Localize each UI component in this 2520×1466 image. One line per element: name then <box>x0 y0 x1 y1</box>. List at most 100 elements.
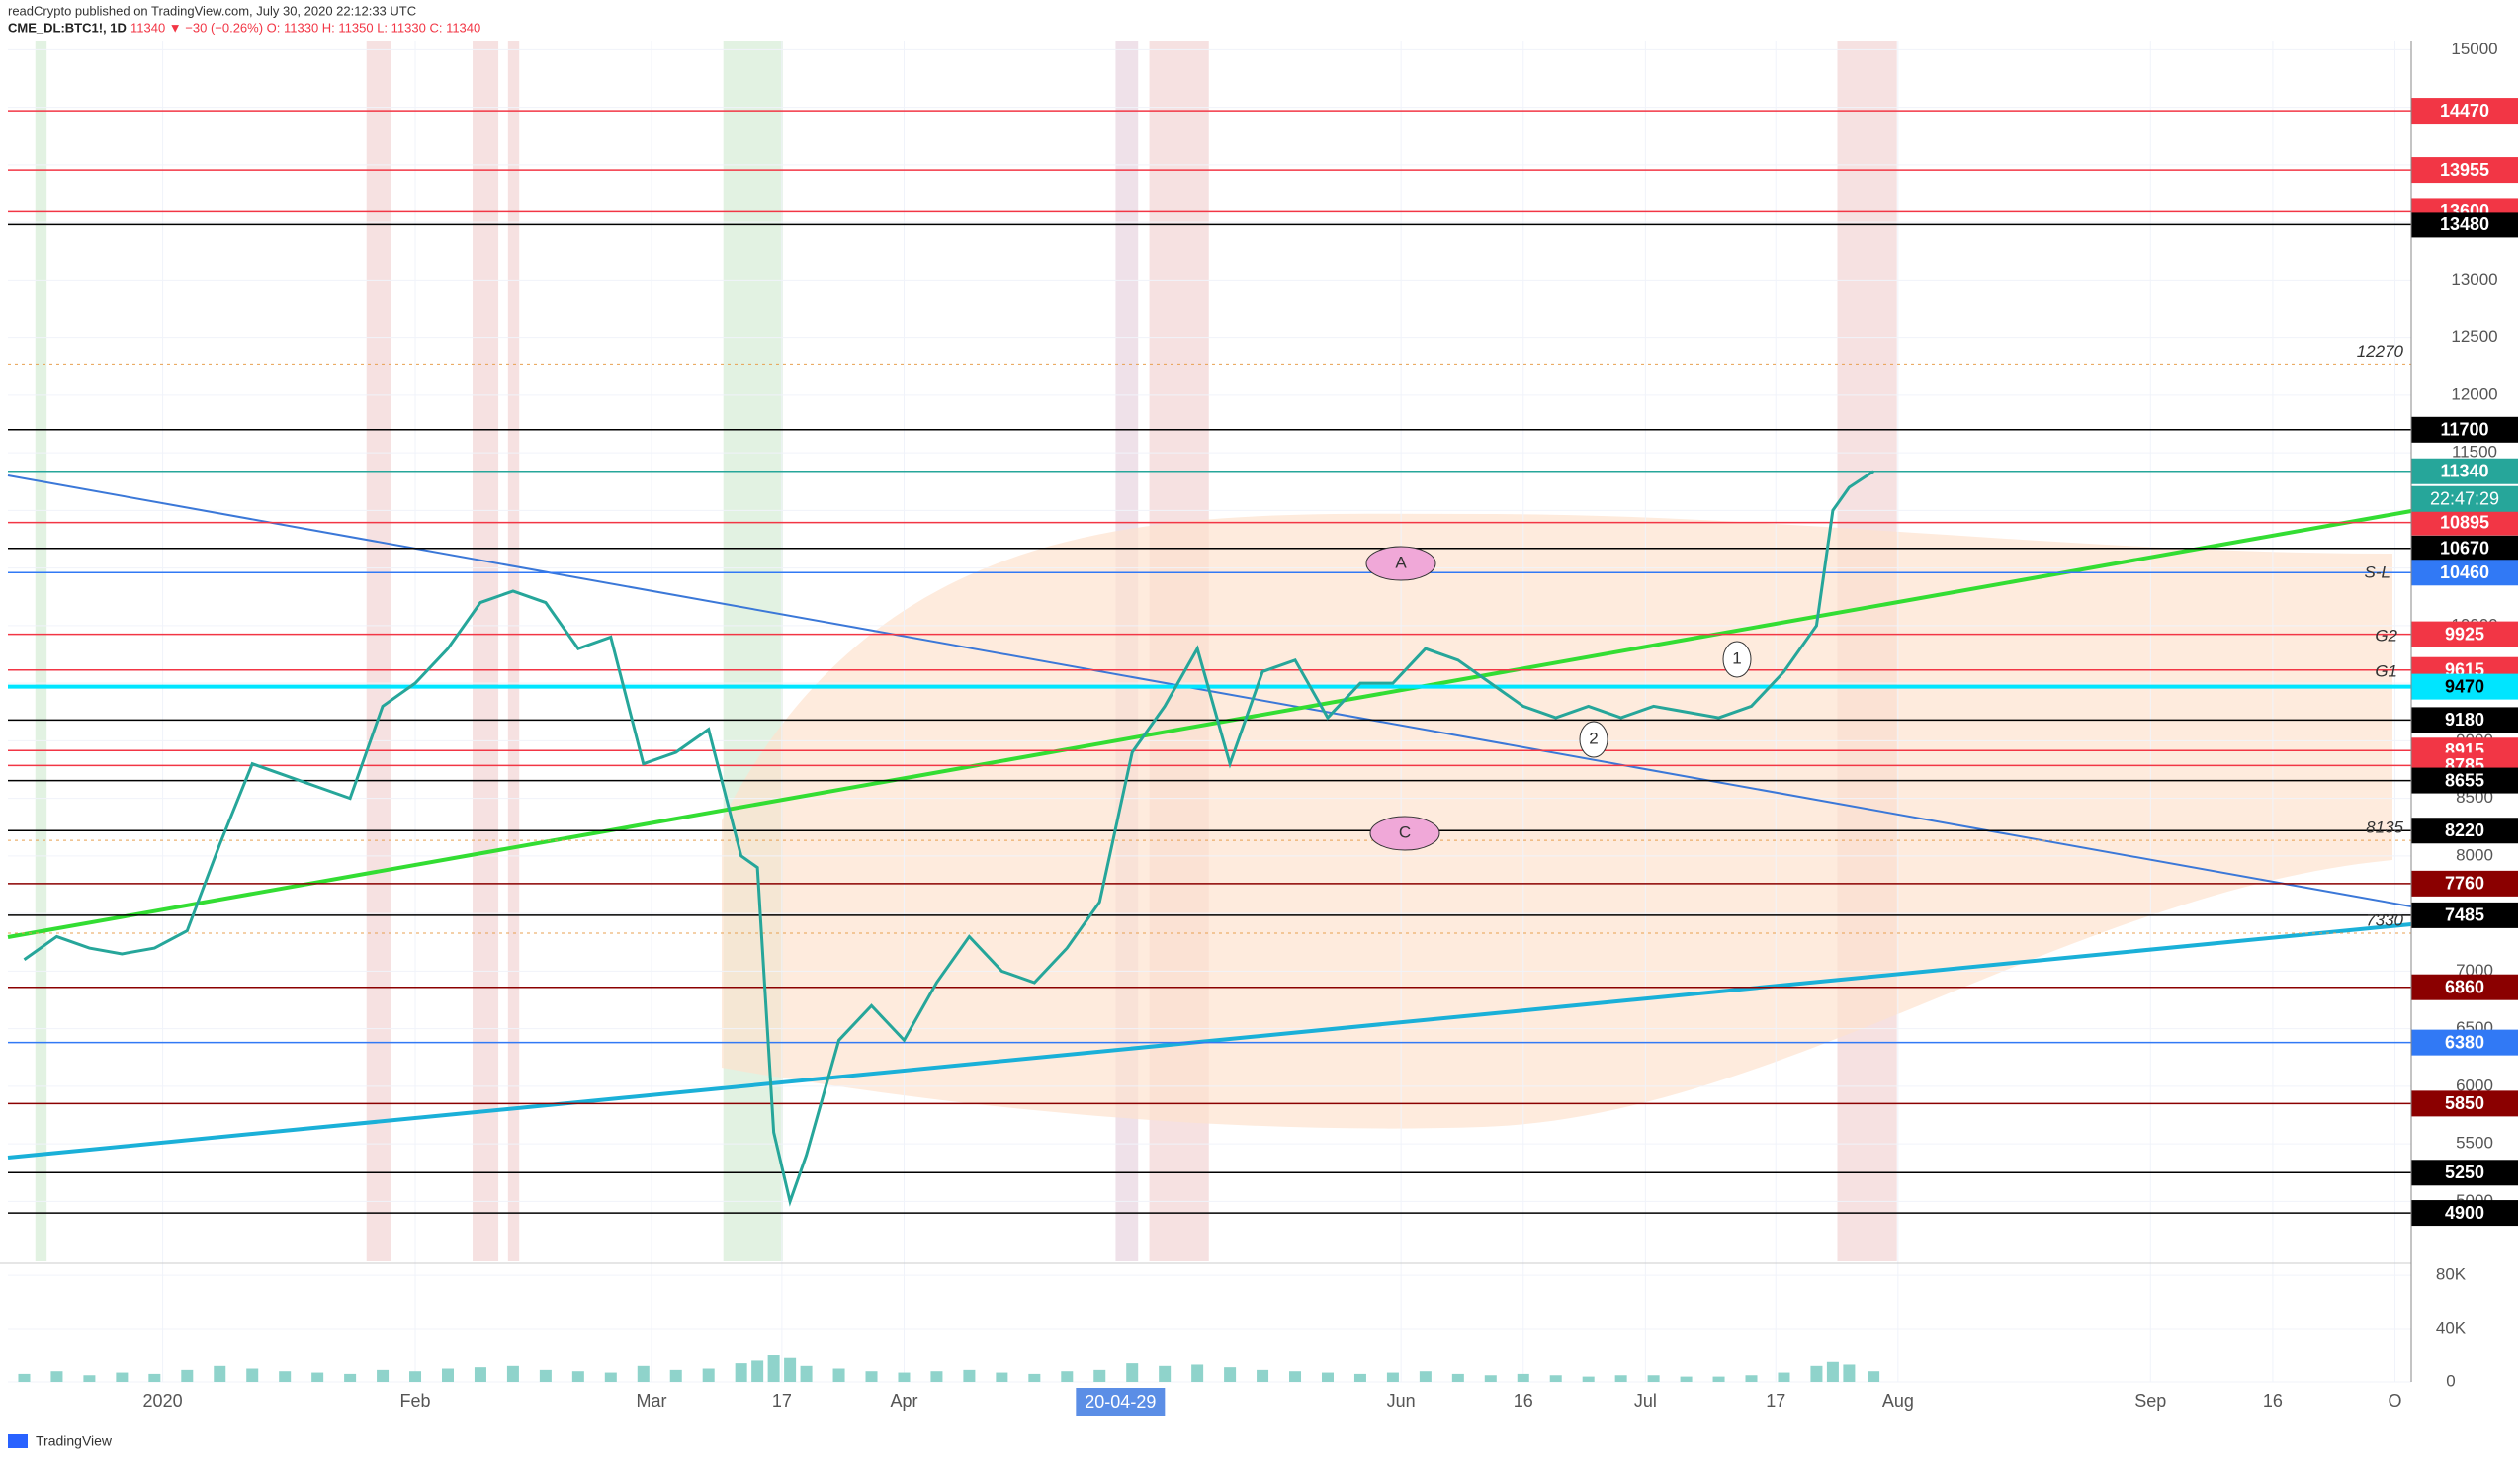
highlight-band <box>366 41 391 1261</box>
price-badge <box>2411 673 2518 700</box>
volume-bar <box>1191 1364 1204 1382</box>
price-badge-label: 10670 <box>2440 539 2489 559</box>
volume-bar <box>1826 1361 1839 1382</box>
price-badge <box>2411 535 2518 561</box>
volume-bar <box>930 1371 943 1382</box>
price-badge <box>2411 974 2518 1000</box>
volume-bar <box>1647 1375 1660 1382</box>
trend-line <box>7 922 2412 1160</box>
volume-bar <box>1745 1375 1758 1382</box>
highlight-band <box>723 41 783 1261</box>
annotation-shape <box>1369 816 1440 851</box>
volume-bar <box>735 1363 747 1382</box>
price-badge <box>2411 1200 2518 1227</box>
volume-bar <box>1289 1371 1302 1382</box>
highlight-band <box>507 41 520 1261</box>
volume-bar <box>1582 1376 1595 1382</box>
volume-bar <box>1810 1365 1823 1382</box>
logo <box>8 1434 28 1448</box>
volume-bar <box>246 1368 259 1382</box>
price-badge-label: 10895 <box>2440 512 2489 532</box>
price-badge <box>2411 1160 2518 1186</box>
footer: TradingView <box>36 1433 113 1449</box>
volume-bar <box>1159 1365 1172 1382</box>
volume-bar <box>751 1360 764 1382</box>
y-tick-label: 12000 <box>2451 385 2497 403</box>
price-badge <box>2411 98 2518 125</box>
price-badge <box>2411 621 2518 647</box>
volume-bar <box>1419 1371 1432 1382</box>
volume-bar <box>604 1372 617 1382</box>
volume-bar <box>148 1373 161 1382</box>
annotation: S-L <box>2365 562 2390 581</box>
volume-bar <box>1712 1376 1725 1382</box>
volume-bar <box>311 1372 324 1382</box>
symbol: CME_DL:BTC1!, 1D <box>8 20 127 35</box>
level-note: 12270 <box>2357 342 2404 361</box>
volume-bar <box>1680 1376 1693 1382</box>
highlight-band <box>35 41 47 1261</box>
volume-bar <box>963 1369 976 1382</box>
volume-bar <box>1386 1372 1399 1382</box>
price-badge-label: 6380 <box>2445 1032 2484 1052</box>
volume-bar <box>279 1371 292 1382</box>
price-badge-label: 14470 <box>2440 101 2489 121</box>
volume-bar <box>441 1368 454 1382</box>
volume-bar <box>1549 1375 1562 1382</box>
annotation-shape <box>1365 546 1436 581</box>
y-tick-label: 8000 <box>2456 845 2493 864</box>
level-note: 7330 <box>2366 910 2403 929</box>
volume-bar <box>409 1371 422 1382</box>
volume-bar <box>50 1371 63 1382</box>
y-tick-label: 6000 <box>2456 1076 2493 1094</box>
price-badge-label: 11700 <box>2440 420 2488 440</box>
x-tick-label: Mar <box>637 1391 667 1411</box>
price-badge <box>2411 458 2518 484</box>
price-badge <box>2411 560 2518 586</box>
volume-tick-label: 0 <box>2446 1371 2455 1390</box>
price-badge <box>2411 416 2518 443</box>
volume-bar <box>1353 1373 1366 1382</box>
price-badge-label: 9925 <box>2445 624 2484 644</box>
volume-bar <box>1028 1373 1041 1382</box>
annotation: 2 <box>1589 729 1598 747</box>
volume-bar <box>865 1371 878 1382</box>
price-line <box>23 470 1874 1207</box>
x-tick-label: 17 <box>1766 1391 1785 1411</box>
x-tick-label: Apr <box>890 1391 917 1411</box>
published: readCrypto published on TradingView.com,… <box>8 3 416 18</box>
price-badge-label: 11340 <box>2440 461 2488 480</box>
annotation-shape <box>1579 721 1608 758</box>
volume-bar <box>83 1375 96 1382</box>
price-badge-label: 13480 <box>2440 215 2489 234</box>
volume-bar <box>344 1373 357 1382</box>
cloud-area <box>722 513 2392 1129</box>
price-badge <box>2411 1090 2518 1117</box>
volume-bar <box>1126 1363 1139 1382</box>
volume-bar <box>116 1372 129 1382</box>
volume-bar <box>181 1369 194 1382</box>
price-badge-label: 5250 <box>2445 1163 2484 1182</box>
price-badge <box>2411 767 2518 794</box>
countdown-badge <box>2411 485 2518 512</box>
annotation: C <box>1399 822 1411 841</box>
volume-bar <box>767 1355 780 1382</box>
annotation: G1 <box>2375 661 2397 680</box>
x-tick-label: O <box>2389 1391 2402 1411</box>
price-badge <box>2411 707 2518 733</box>
volume-bar <box>571 1371 584 1382</box>
trend-line <box>7 509 2412 939</box>
price-badge-label: 5850 <box>2445 1093 2484 1113</box>
price-badge-label: 8655 <box>2445 770 2484 790</box>
volume-bar <box>1224 1367 1237 1382</box>
volume-bar <box>1517 1373 1529 1382</box>
volume-bar <box>1484 1375 1497 1382</box>
volume-bar <box>539 1369 552 1382</box>
price-badge <box>2411 870 2518 897</box>
volume-bar <box>832 1368 845 1382</box>
price-badge-label: 4900 <box>2445 1203 2484 1223</box>
x-tick-label: Jun <box>1387 1391 1416 1411</box>
crosshair-badge <box>1076 1388 1166 1416</box>
price-badge-label: 6860 <box>2445 977 2484 996</box>
price-badge <box>2411 509 2518 536</box>
